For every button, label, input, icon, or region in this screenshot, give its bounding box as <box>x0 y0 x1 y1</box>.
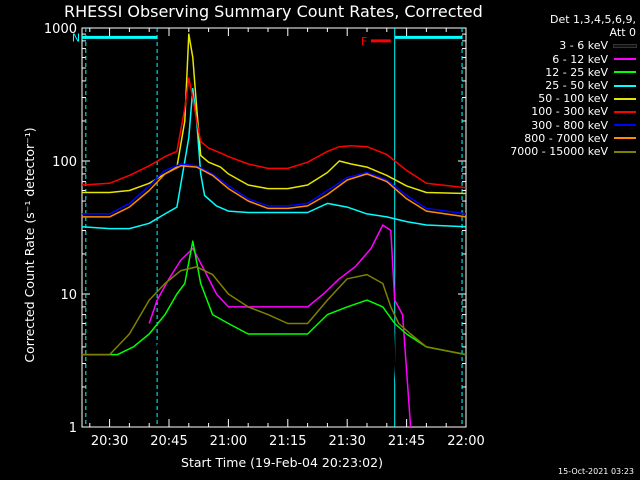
legend-swatch <box>614 84 636 87</box>
axes <box>81 27 467 428</box>
y-tick-label: 1000 <box>44 22 77 37</box>
x-axis-label: Start Time (19-Feb-04 20:23:02) <box>181 455 383 470</box>
x-tick-label: 21:30 <box>328 434 365 449</box>
series-line-6 <box>81 77 467 189</box>
legend-label: 6 - 12 keV <box>552 52 608 66</box>
y-tick-label: 10 <box>60 288 77 303</box>
legend-label: 800 - 7000 keV <box>524 131 608 145</box>
legend-label: 7000 - 15000 keV <box>510 145 608 159</box>
tick-labels: 1 10 100 1000 20:30 20:45 21:00 21:15 21:30 21:45… <box>44 22 485 449</box>
series-line-1 <box>148 226 400 422</box>
legend-swatch <box>614 124 636 127</box>
legend-entries: 3 - 6 keV 6 - 12 keV 12 - 25 keV 25 - 50 ke… <box>478 39 637 158</box>
series-line-2 <box>148 224 412 428</box>
series-line-8 <box>81 165 467 218</box>
legend-entry: 50 - 100 keV <box>478 92 636 105</box>
y-tick-label: 1 <box>69 421 77 436</box>
legend-label: 100 - 300 keV <box>531 105 608 119</box>
legend-swatch <box>614 111 636 114</box>
legend-label: 50 - 100 keV <box>538 92 608 106</box>
legend-label: 25 - 50 keV <box>545 79 608 93</box>
y-tick-label: 100 <box>52 155 77 170</box>
legend-swatch <box>613 44 637 48</box>
x-tick-label: 22:00 <box>447 434 484 449</box>
legend-swatch <box>614 97 636 100</box>
legend-swatch <box>614 150 636 153</box>
state-label: F <box>361 35 367 48</box>
legend-entry: 25 - 50 keV <box>478 79 636 92</box>
series-line-7 <box>81 163 467 215</box>
legend: Det 1,3,4,5,6,9, Att 0 3 - 6 keV 6 - 12 k… <box>478 13 637 158</box>
state-label: N <box>72 31 80 44</box>
y-axis-label: Corrected Count Rate (s⁻¹ detector⁻¹) <box>22 127 37 362</box>
series-line-5 <box>81 33 467 195</box>
x-tick-label: 20:30 <box>91 434 128 449</box>
x-tick-label: 21:15 <box>269 434 306 449</box>
x-tick-label: 20:45 <box>150 434 187 449</box>
legend-label: 3 - 6 keV <box>559 39 608 53</box>
legend-entry: 300 - 800 keV <box>478 119 636 132</box>
plot-frame <box>81 27 467 428</box>
legend-entry: 800 - 7000 keV <box>478 132 636 145</box>
legend-entry: 100 - 300 keV <box>478 105 636 118</box>
legend-entry: 12 - 25 keV <box>478 66 636 79</box>
legend-header-line-2: Att 0 <box>609 26 636 40</box>
series-line-3 <box>81 240 467 356</box>
legend-entry: 7000 - 15000 keV <box>478 145 636 158</box>
legend-header-line-1: Det 1,3,4,5,6,9, <box>549 13 636 26</box>
legend-entry: 3 - 6 keV <box>478 39 637 53</box>
series-line-4 <box>81 87 467 230</box>
generation-timestamp: 15-Oct-2021 03:23 <box>558 467 634 476</box>
legend-label: 12 - 25 keV <box>545 65 608 79</box>
x-tick-label: 21:45 <box>388 434 425 449</box>
legend-label: 300 - 800 keV <box>531 118 608 132</box>
legend-entry: 6 - 12 keV <box>478 53 636 66</box>
chart-title: RHESSI Observing Summary Count Rates, Co… <box>64 2 483 21</box>
series-layer <box>81 33 467 428</box>
legend-swatch <box>614 137 636 140</box>
legend-swatch <box>614 58 636 61</box>
legend-swatch <box>614 71 636 74</box>
x-tick-label: 21:00 <box>210 434 247 449</box>
series-line-9 <box>81 266 467 356</box>
